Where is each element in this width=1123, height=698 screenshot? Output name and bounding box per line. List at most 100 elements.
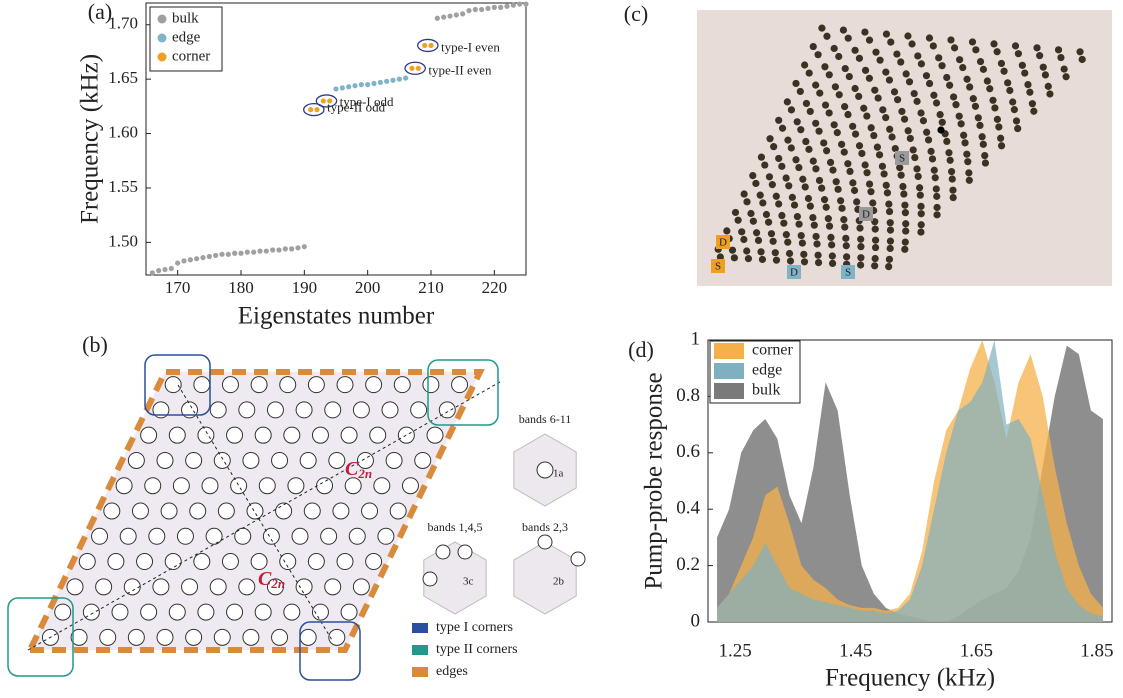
data-point — [517, 1, 522, 6]
site — [799, 176, 806, 183]
site — [813, 240, 820, 247]
site — [735, 217, 742, 224]
rod — [341, 604, 357, 620]
rod — [382, 402, 398, 418]
site — [949, 187, 956, 194]
site — [886, 208, 893, 215]
site — [802, 138, 809, 145]
site — [950, 194, 957, 201]
site — [857, 243, 864, 250]
site — [961, 139, 968, 146]
data-point — [150, 270, 155, 275]
site — [755, 237, 762, 244]
marker-label: S — [845, 267, 851, 279]
data-point — [403, 75, 408, 80]
rod — [276, 503, 292, 519]
site — [884, 189, 891, 196]
rod — [272, 452, 288, 468]
site — [900, 190, 907, 197]
rod — [423, 377, 439, 393]
site — [820, 139, 827, 146]
site — [811, 222, 818, 229]
site — [874, 144, 881, 151]
site — [855, 93, 862, 100]
site — [933, 193, 940, 200]
data-point — [504, 4, 509, 9]
site — [1019, 62, 1026, 69]
site — [997, 135, 1004, 142]
site — [943, 138, 950, 145]
rod — [79, 554, 95, 570]
site — [963, 151, 970, 158]
rod — [104, 503, 120, 519]
rod — [394, 377, 410, 393]
site — [870, 132, 877, 139]
site — [832, 83, 839, 90]
unit-cell-title: bands 1,4,5 — [428, 520, 483, 534]
site — [857, 261, 864, 268]
rod — [325, 402, 341, 418]
data-point — [447, 13, 452, 18]
rod — [337, 377, 353, 393]
site — [933, 185, 940, 192]
site — [886, 256, 893, 263]
rod — [341, 427, 357, 443]
legend-swatch — [714, 343, 744, 359]
site — [929, 155, 936, 162]
rod — [571, 552, 585, 566]
rod — [366, 554, 382, 570]
site — [980, 66, 987, 73]
site — [882, 114, 889, 121]
site — [925, 136, 932, 143]
site — [775, 200, 782, 207]
rod — [222, 377, 238, 393]
rod — [267, 402, 283, 418]
rod — [206, 528, 222, 544]
data-point — [498, 5, 503, 10]
site — [950, 93, 957, 100]
rod — [312, 427, 328, 443]
site — [863, 112, 870, 119]
panel-label: (a) — [88, 0, 112, 24]
site — [829, 260, 836, 267]
site — [886, 126, 893, 133]
rod — [362, 503, 378, 519]
rod — [214, 452, 230, 468]
legend-label: bulk — [752, 382, 780, 399]
site — [738, 228, 745, 235]
y-tick-label: 1.70 — [108, 14, 138, 33]
site — [898, 108, 905, 115]
site — [858, 150, 865, 157]
site — [1062, 73, 1069, 80]
site — [749, 172, 756, 179]
site — [963, 76, 970, 83]
site — [814, 51, 821, 58]
rod — [198, 604, 214, 620]
rod — [296, 402, 312, 418]
site — [731, 254, 738, 261]
rod — [222, 554, 238, 570]
site — [930, 92, 937, 99]
site — [770, 238, 777, 245]
y-tick-label: 1.60 — [108, 122, 138, 141]
rod — [141, 604, 157, 620]
rod — [173, 478, 189, 494]
rod — [255, 427, 271, 443]
site — [871, 262, 878, 269]
data-point — [264, 248, 269, 253]
site — [1009, 98, 1016, 105]
rod — [231, 478, 247, 494]
site — [838, 141, 845, 148]
site — [876, 151, 883, 158]
data-point — [409, 66, 414, 71]
site — [872, 255, 879, 262]
data-point — [175, 260, 180, 265]
site — [946, 82, 953, 89]
site — [787, 257, 794, 264]
site — [829, 252, 836, 259]
rod — [239, 402, 255, 418]
site — [951, 44, 958, 51]
site — [747, 210, 754, 217]
y-axis-label: Frequency (kHz) — [77, 54, 104, 224]
site — [1045, 83, 1052, 90]
